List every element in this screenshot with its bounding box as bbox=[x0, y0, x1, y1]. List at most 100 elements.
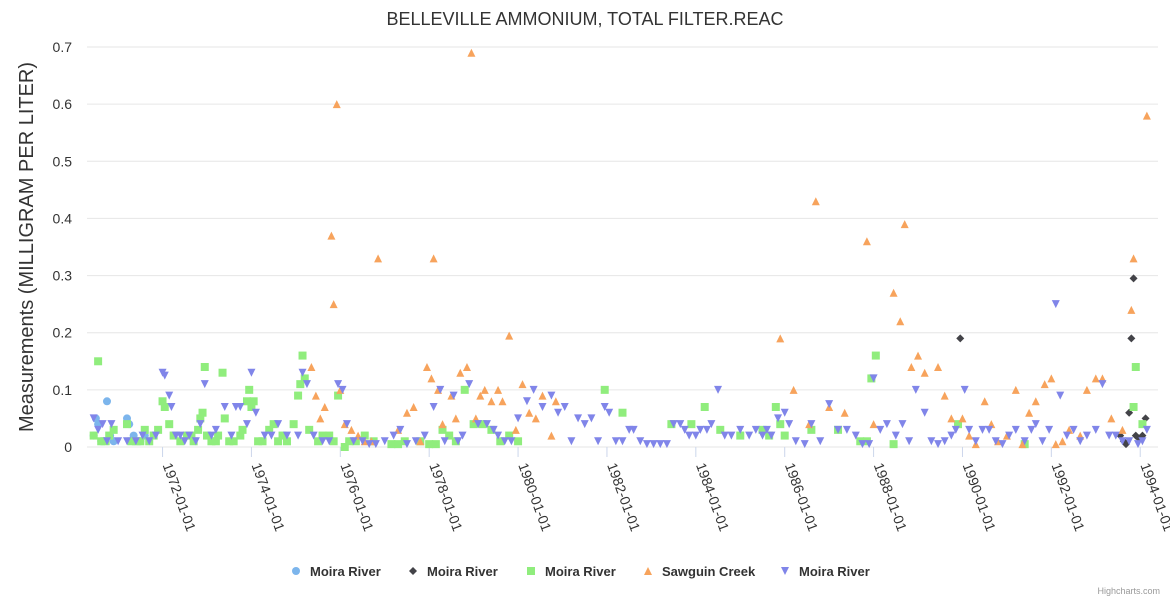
data-point[interactable] bbox=[680, 425, 689, 434]
data-point[interactable] bbox=[1069, 425, 1078, 434]
data-point[interactable] bbox=[467, 48, 476, 57]
data-point[interactable] bbox=[371, 440, 380, 449]
data-point[interactable] bbox=[736, 425, 745, 434]
data-point[interactable] bbox=[431, 440, 440, 449]
data-point[interactable] bbox=[1107, 414, 1116, 423]
data-point[interactable] bbox=[307, 363, 316, 371]
data-point[interactable] bbox=[316, 414, 325, 423]
data-point[interactable] bbox=[511, 425, 520, 434]
data-point[interactable] bbox=[169, 431, 178, 440]
data-point[interactable] bbox=[309, 431, 318, 440]
data-point[interactable] bbox=[478, 420, 487, 429]
data-point[interactable] bbox=[380, 437, 389, 446]
data-point[interactable] bbox=[98, 420, 107, 429]
data-point[interactable] bbox=[642, 440, 651, 449]
data-point[interactable] bbox=[102, 397, 111, 406]
data-point[interactable] bbox=[998, 440, 1007, 449]
data-point[interactable] bbox=[765, 431, 774, 440]
data-point[interactable] bbox=[214, 431, 223, 440]
data-point[interactable] bbox=[462, 363, 471, 371]
data-point[interactable] bbox=[342, 420, 351, 429]
data-point[interactable] bbox=[767, 431, 776, 440]
data-point[interactable] bbox=[840, 408, 849, 417]
data-point[interactable] bbox=[785, 420, 794, 429]
data-point[interactable] bbox=[487, 397, 496, 406]
data-point[interactable] bbox=[538, 391, 547, 400]
data-point[interactable] bbox=[396, 425, 405, 434]
data-point[interactable] bbox=[889, 440, 898, 449]
data-point[interactable] bbox=[334, 391, 343, 400]
data-point[interactable] bbox=[109, 425, 118, 434]
data-point[interactable] bbox=[927, 437, 936, 446]
data-point[interactable] bbox=[340, 443, 349, 451]
data-point[interactable] bbox=[211, 437, 220, 446]
data-point[interactable] bbox=[494, 385, 503, 394]
data-point[interactable] bbox=[905, 437, 914, 446]
data-point[interactable] bbox=[302, 380, 311, 389]
data-point[interactable] bbox=[327, 231, 336, 240]
data-point[interactable] bbox=[1134, 440, 1143, 449]
data-point[interactable] bbox=[791, 437, 800, 446]
data-point[interactable] bbox=[1138, 437, 1147, 446]
legend-label[interactable]: Sawguin Creek bbox=[662, 564, 756, 579]
data-point[interactable] bbox=[438, 425, 447, 434]
legend-item-4[interactable]: Moira River bbox=[781, 564, 870, 579]
data-point[interactable] bbox=[245, 385, 254, 394]
data-point[interactable] bbox=[200, 380, 209, 389]
data-point[interactable] bbox=[656, 440, 665, 449]
data-point[interactable] bbox=[965, 431, 974, 440]
legend-item-2[interactable]: Moira River bbox=[527, 564, 616, 579]
data-point[interactable] bbox=[349, 437, 358, 446]
data-point[interactable] bbox=[160, 371, 169, 380]
data-point[interactable] bbox=[311, 391, 320, 400]
data-point[interactable] bbox=[345, 437, 354, 446]
data-point[interactable] bbox=[122, 420, 131, 429]
data-point[interactable] bbox=[567, 437, 576, 446]
data-point[interactable] bbox=[422, 363, 431, 371]
data-point[interactable] bbox=[587, 414, 596, 423]
data-point[interactable] bbox=[1027, 425, 1036, 434]
data-point[interactable] bbox=[1051, 300, 1060, 309]
data-point[interactable] bbox=[474, 420, 483, 429]
data-point[interactable] bbox=[727, 431, 736, 440]
data-point[interactable] bbox=[236, 403, 245, 411]
data-point[interactable] bbox=[267, 431, 276, 440]
data-point[interactable] bbox=[940, 391, 949, 400]
data-point[interactable] bbox=[338, 385, 347, 394]
data-point[interactable] bbox=[89, 431, 98, 440]
data-point[interactable] bbox=[176, 437, 185, 446]
data-point[interactable] bbox=[1040, 380, 1049, 389]
data-point[interactable] bbox=[269, 420, 278, 429]
data-point[interactable] bbox=[687, 420, 696, 429]
data-point[interactable] bbox=[920, 368, 929, 377]
data-point[interactable] bbox=[858, 440, 867, 449]
data-point[interactable] bbox=[420, 431, 429, 440]
data-point[interactable] bbox=[600, 385, 609, 394]
data-point[interactable] bbox=[882, 420, 891, 429]
data-point[interactable] bbox=[242, 420, 251, 429]
data-point[interactable] bbox=[167, 403, 176, 411]
data-point[interactable] bbox=[220, 414, 229, 423]
data-point[interactable] bbox=[94, 425, 103, 434]
data-point[interactable] bbox=[891, 431, 900, 440]
data-point[interactable] bbox=[427, 374, 436, 383]
data-point[interactable] bbox=[429, 403, 438, 411]
data-point[interactable] bbox=[811, 197, 820, 206]
data-point[interactable] bbox=[325, 431, 334, 440]
data-point[interactable] bbox=[334, 380, 343, 389]
data-point[interactable] bbox=[429, 254, 438, 263]
data-point[interactable] bbox=[934, 363, 943, 371]
data-point[interactable] bbox=[460, 385, 469, 394]
data-point[interactable] bbox=[954, 420, 963, 429]
data-point[interactable] bbox=[751, 425, 760, 434]
data-point[interactable] bbox=[298, 351, 307, 360]
data-point[interactable] bbox=[127, 437, 136, 446]
data-point[interactable] bbox=[305, 425, 314, 434]
data-point[interactable] bbox=[898, 420, 907, 429]
data-point[interactable] bbox=[347, 425, 356, 434]
data-point[interactable] bbox=[351, 437, 360, 446]
data-point[interactable] bbox=[1031, 420, 1040, 429]
legend-item-0[interactable]: Moira River bbox=[292, 564, 381, 579]
data-point[interactable] bbox=[629, 425, 638, 434]
data-point[interactable] bbox=[260, 431, 269, 440]
